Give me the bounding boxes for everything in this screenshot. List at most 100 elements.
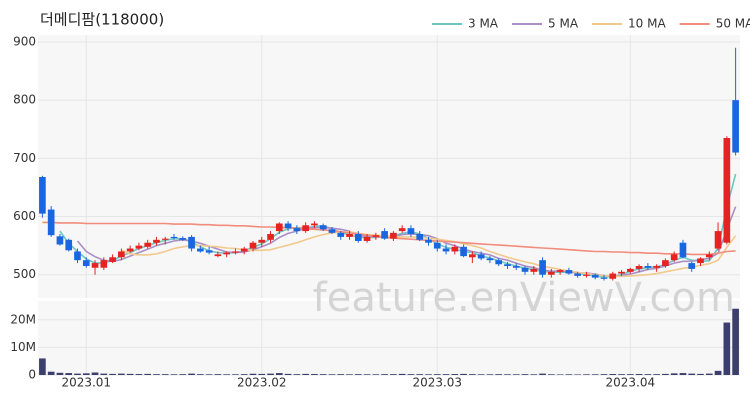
- legend-label: 3 MA: [468, 17, 499, 31]
- y-tick-label: 10M: [10, 340, 36, 354]
- candle-body: [284, 223, 292, 229]
- volume-bar: [512, 374, 520, 375]
- volume-bar: [100, 373, 108, 375]
- x-tick-label: 2023.02: [237, 376, 287, 390]
- candle-body: [47, 209, 55, 236]
- volume-bar: [530, 374, 538, 375]
- volume-bar: [197, 374, 204, 375]
- volume-bar: [240, 374, 248, 375]
- volume-bar: [284, 373, 292, 375]
- candle-body: [153, 239, 160, 243]
- candle-body: [556, 270, 564, 272]
- candle-body: [223, 252, 230, 255]
- price-panel: [38, 35, 740, 298]
- candle-body: [600, 277, 608, 279]
- candle-body: [126, 248, 134, 252]
- candle-body: [530, 268, 538, 272]
- candle-body: [390, 232, 397, 239]
- volume-bar: [337, 374, 345, 375]
- volume-bar: [47, 371, 55, 375]
- candle-body: [328, 229, 336, 233]
- candle-body: [732, 100, 739, 153]
- volume-bar: [144, 373, 152, 375]
- candle-body: [583, 274, 590, 276]
- volume-bar: [732, 308, 739, 375]
- candle-body: [609, 273, 617, 279]
- volume-bar: [223, 374, 230, 375]
- candle-body: [442, 248, 450, 252]
- volume-bar: [425, 374, 432, 375]
- volume-panel: [38, 301, 740, 375]
- candle-body: [346, 233, 353, 237]
- volume-bar: [469, 374, 476, 375]
- candle-body: [469, 254, 476, 258]
- candle-body: [293, 228, 301, 232]
- candle-body: [354, 233, 362, 241]
- volume-bar: [433, 374, 441, 375]
- volume-bar: [74, 373, 81, 375]
- candle-body: [425, 239, 432, 243]
- volume-bar: [302, 373, 309, 375]
- volume-bar: [258, 373, 266, 375]
- volume-bar: [372, 374, 380, 375]
- volume-bar: [626, 374, 634, 375]
- candle-body: [319, 225, 327, 230]
- candle-body: [697, 258, 704, 264]
- candle-body: [267, 233, 274, 240]
- candle-body: [635, 265, 643, 269]
- volume-bar: [635, 374, 643, 375]
- volume-bar: [214, 374, 222, 375]
- volume-bar: [583, 374, 590, 375]
- volume-bar: [697, 373, 704, 375]
- y-tick-label: 900: [13, 34, 36, 48]
- candle-body: [626, 268, 634, 272]
- volume-bar: [126, 373, 134, 375]
- volume-bar: [354, 374, 362, 375]
- candle-body: [197, 248, 204, 252]
- candle-body: [539, 260, 546, 275]
- volume-bar: [495, 374, 503, 375]
- volume-bar: [381, 374, 388, 375]
- candle-body: [407, 228, 415, 234]
- volume-bar: [161, 374, 169, 375]
- candle-body: [65, 239, 73, 251]
- volume-bar: [679, 373, 687, 375]
- candle-body: [433, 242, 441, 249]
- x-tick-label: 2023.03: [412, 376, 462, 390]
- volume-bar: [328, 374, 336, 375]
- volume-bar: [618, 374, 625, 375]
- volume-bar: [565, 374, 573, 375]
- ma-line: [59, 173, 737, 278]
- candle-body: [398, 228, 406, 232]
- candle-body: [688, 263, 696, 269]
- candle-body: [275, 223, 283, 232]
- volume-bar: [390, 374, 397, 375]
- candle-body: [214, 254, 222, 257]
- volume-bar: [319, 374, 327, 375]
- volume-bar: [556, 374, 564, 375]
- volume-bar: [609, 374, 617, 375]
- candle-body: [548, 271, 555, 275]
- volume-bar: [267, 373, 274, 375]
- candle-body: [249, 242, 257, 249]
- candle-body: [486, 258, 494, 261]
- ma-line: [76, 206, 737, 277]
- volume-bar: [398, 373, 406, 375]
- volume-bar: [346, 374, 353, 375]
- volume-bar: [460, 373, 467, 375]
- volume-bar: [521, 374, 529, 375]
- legend-label: 50 MA: [716, 17, 750, 31]
- y-tick-label: 500: [13, 267, 36, 281]
- candle-body: [109, 257, 116, 262]
- candle-body: [205, 250, 213, 253]
- volume-bar: [65, 373, 73, 375]
- candle-body: [381, 231, 388, 239]
- volume-bar: [442, 374, 450, 375]
- candle-body: [363, 236, 371, 241]
- candle-body: [144, 242, 152, 247]
- candle-body: [91, 263, 99, 268]
- x-tick-label: 2023.01: [61, 376, 111, 390]
- volume-bar: [249, 373, 257, 375]
- volume-bar: [363, 374, 371, 375]
